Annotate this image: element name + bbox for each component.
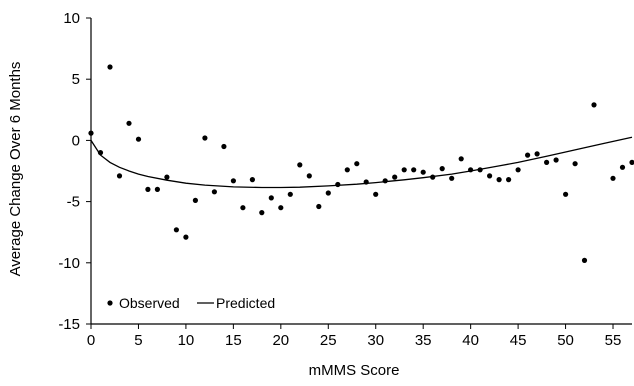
x-tick-label: 0 [87,332,95,349]
observed-point [477,167,483,173]
observed-point [126,120,132,126]
observed-point [610,175,616,181]
observed-point [135,136,142,142]
x-tick-label: 20 [272,332,289,349]
observed-point [515,167,521,173]
x-tick-label: 50 [557,332,574,349]
observed-point [553,157,559,163]
observed-point [268,195,274,201]
x-tick-label: 45 [510,332,527,349]
observed-point [202,135,208,141]
observed-point [534,151,540,157]
observed-point [373,191,379,197]
observed-point [581,257,588,263]
observed-point [344,167,350,173]
x-tick-label: 35 [415,332,432,349]
observed-point [154,186,160,192]
legend-observed-label: Observed [119,295,180,311]
observed-point [88,130,94,136]
observed-point [430,174,436,180]
observed-point [192,197,198,203]
observed-point [420,169,426,175]
observed-point [458,156,464,162]
y-axis-ticks: 10 5 0 -5 -10 -15 [58,10,91,333]
observed-point [496,177,502,183]
y-tick-label: -15 [58,316,80,333]
axes [90,18,632,325]
observed-point [249,177,255,183]
observed-point [487,173,493,179]
y-tick-label: -5 [67,194,80,211]
observed-point [335,181,341,188]
observed-point [183,234,189,240]
observed-point [439,166,445,172]
observed-point [173,227,179,233]
observed-point [97,150,104,156]
legend-observed-marker [107,300,113,306]
x-tick-label: 40 [462,332,479,349]
observed-point [544,159,550,165]
observed-point [382,178,388,184]
y-tick-label: 5 [72,71,80,88]
observed-point [468,167,474,173]
observed-point [363,179,369,185]
x-axis-title: mMMS Score [309,362,400,379]
predicted-line [90,136,633,189]
observed-point [392,174,398,180]
observed-point [145,186,151,192]
observed-series [88,64,634,263]
observed-point [221,143,227,150]
observed-point [572,161,578,167]
observed-point [211,189,217,195]
observed-point [563,191,569,197]
x-tick-label: 30 [367,332,384,349]
observed-point [411,167,417,173]
observed-point [619,164,626,170]
x-tick-label: 25 [320,332,337,349]
observed-point [259,210,265,216]
observed-point [591,102,597,108]
observed-point [354,161,360,167]
x-axis-ticks: 0 5 10 15 20 25 30 35 40 45 50 55 [87,324,622,349]
observed-point [297,162,303,168]
observed-point [325,190,331,196]
observed-point [278,205,284,211]
observed-point [316,203,322,210]
y-axis-title: Average Change Over 6 Months [7,62,24,277]
x-tick-label: 10 [178,332,195,349]
y-tick-label: -10 [58,255,80,272]
observed-point [116,173,123,179]
observed-point [306,173,312,179]
legend-predicted-label: Predicted [216,295,275,311]
y-tick-label: 0 [72,132,80,149]
observed-point [287,191,293,197]
predicted-series [90,136,633,189]
x-tick-label: 15 [225,332,242,349]
x-tick-label: 55 [605,332,622,349]
x-tick-label: 5 [134,332,142,349]
observed-point [506,177,512,183]
observed-point [629,159,634,165]
observed-point [107,64,113,70]
observed-point [449,175,455,181]
observed-point [164,174,170,180]
observed-point [525,152,531,158]
legend: Observed Predicted [107,295,275,311]
observed-point [240,205,246,211]
observed-point [230,178,236,184]
y-tick-label: 10 [63,10,80,27]
observed-point [401,167,407,173]
